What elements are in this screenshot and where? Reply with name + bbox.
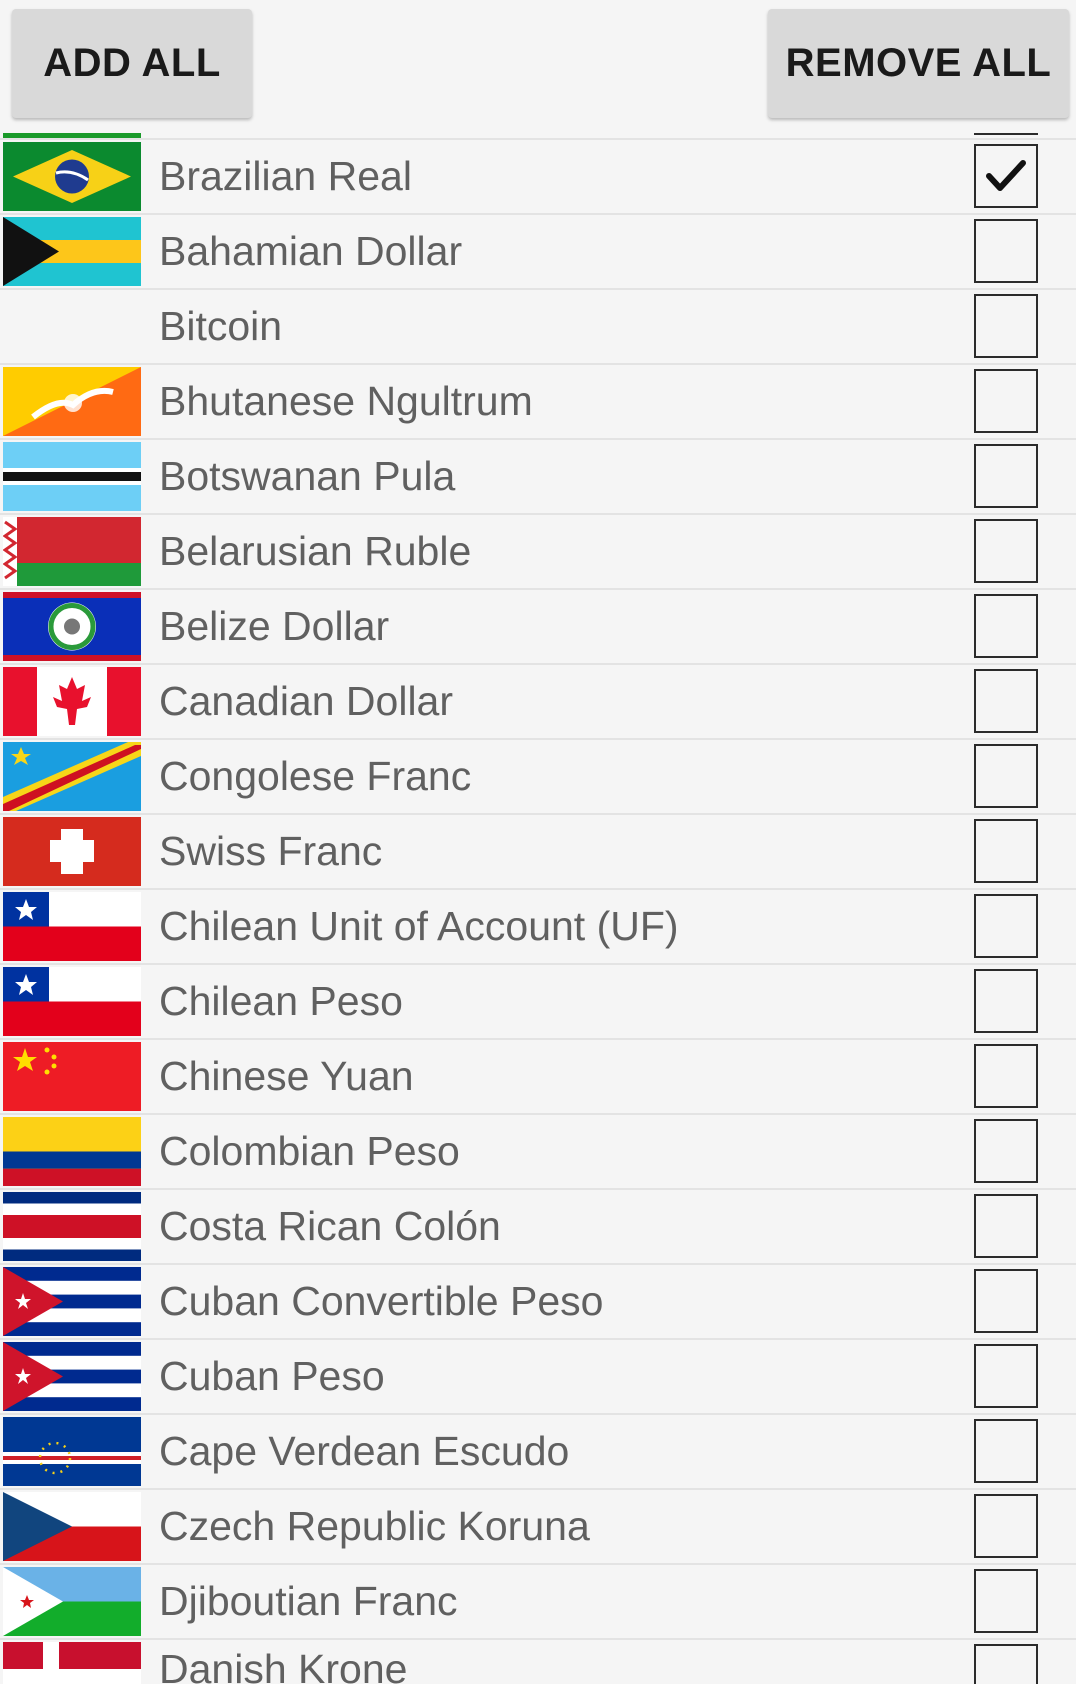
- list-item[interactable]: Canadian Dollar: [0, 663, 1076, 736]
- currency-name: Congolese Franc: [159, 753, 472, 799]
- checkbox[interactable]: [974, 133, 1038, 135]
- currency-name: Belarusian Ruble: [159, 528, 472, 574]
- checkbox[interactable]: [974, 1269, 1038, 1333]
- checkbox[interactable]: [974, 1494, 1038, 1558]
- toolbar: ADD ALL REMOVE ALL: [0, 0, 1076, 138]
- currency-name: Chilean Peso: [159, 978, 403, 1024]
- checkbox[interactable]: [974, 219, 1038, 283]
- list-item[interactable]: Swiss Franc: [0, 813, 1076, 886]
- currency-name: Costa Rican Colón: [159, 1203, 501, 1249]
- checkbox[interactable]: [974, 969, 1038, 1033]
- checkbox[interactable]: [974, 1419, 1038, 1483]
- add-all-button[interactable]: ADD ALL: [12, 9, 252, 118]
- list-item[interactable]: Cape Verdean Escudo: [0, 1413, 1076, 1486]
- flag-icon: [3, 133, 141, 138]
- currency-name: Botswanan Pula: [159, 453, 456, 499]
- list-item[interactable]: Cuban Peso: [0, 1338, 1076, 1411]
- cuba-flag-icon: [3, 1342, 141, 1411]
- belize-flag-icon: [3, 592, 141, 661]
- list-item[interactable]: Chilean Unit of Account (UF): [0, 888, 1076, 961]
- currency-name: Brazilian Real: [159, 153, 412, 199]
- currency-name: Swiss Franc: [159, 828, 383, 874]
- list-item[interactable]: Chilean Peso: [0, 963, 1076, 1036]
- list-item[interactable]: Bitcoin: [0, 288, 1076, 361]
- list-item[interactable]: Bahamian Dollar: [0, 213, 1076, 286]
- congo-flag-icon: [3, 742, 141, 811]
- checkbox[interactable]: [974, 444, 1038, 508]
- list-item[interactable]: Djiboutian Franc: [0, 1563, 1076, 1636]
- canada-flag-icon: [3, 667, 141, 736]
- checkbox[interactable]: [974, 1644, 1038, 1684]
- currency-name: Canadian Dollar: [159, 678, 454, 724]
- currency-name: Czech Republic Koruna: [159, 1503, 590, 1549]
- checkbox[interactable]: [974, 519, 1038, 583]
- switzerland-flag-icon: [3, 817, 141, 886]
- checkbox[interactable]: [974, 1344, 1038, 1408]
- list-item[interactable]: Belize Dollar: [0, 588, 1076, 661]
- currency-name: Belize Dollar: [159, 603, 390, 649]
- list-item[interactable]: Congolese Franc: [0, 738, 1076, 811]
- bahamas-flag-icon: [3, 217, 141, 286]
- checkbox[interactable]: [974, 1569, 1038, 1633]
- checkbox[interactable]: [974, 669, 1038, 733]
- currency-name: Bhutanese Ngultrum: [159, 378, 533, 424]
- belarus-flag-icon: [3, 517, 141, 586]
- checkbox[interactable]: [974, 594, 1038, 658]
- botswana-flag-icon: [3, 442, 141, 511]
- currency-name: Danish Krone: [159, 1646, 408, 1684]
- checkbox[interactable]: [974, 1119, 1038, 1183]
- china-flag-icon: [3, 1042, 141, 1111]
- cape-verde-flag-icon: [3, 1417, 141, 1486]
- brazil-flag-icon: [3, 142, 141, 211]
- list-item[interactable]: Botswanan Pula: [0, 438, 1076, 511]
- list-item[interactable]: Chinese Yuan: [0, 1038, 1076, 1111]
- list-item-partial-top[interactable]: [0, 133, 1076, 138]
- chile-flag-icon: [3, 967, 141, 1036]
- list-item[interactable]: Colombian Peso: [0, 1113, 1076, 1186]
- czech-flag-icon: [3, 1492, 141, 1561]
- list-item[interactable]: Danish Krone: [0, 1638, 1076, 1684]
- checkmark-icon: [986, 160, 1026, 191]
- list-item[interactable]: Cuban Convertible Peso: [0, 1263, 1076, 1336]
- currency-name: Bahamian Dollar: [159, 228, 463, 274]
- checkbox[interactable]: [974, 1044, 1038, 1108]
- currency-name: Colombian Peso: [159, 1128, 460, 1174]
- list-item[interactable]: Costa Rican Colón: [0, 1188, 1076, 1261]
- currency-name: Cuban Convertible Peso: [159, 1278, 604, 1324]
- list-item[interactable]: Bhutanese Ngultrum: [0, 363, 1076, 436]
- currency-name: Chilean Unit of Account (UF): [159, 903, 679, 949]
- checkbox[interactable]: [974, 294, 1038, 358]
- list-item[interactable]: Belarusian Ruble: [0, 513, 1076, 586]
- checkbox[interactable]: [974, 894, 1038, 958]
- bhutan-flag-icon: [3, 367, 141, 436]
- currency-name: Cape Verdean Escudo: [159, 1428, 570, 1474]
- chile-flag-icon: [3, 892, 141, 961]
- list-item[interactable]: Brazilian Real: [0, 138, 1076, 211]
- checkbox[interactable]: [974, 819, 1038, 883]
- checkbox[interactable]: [974, 744, 1038, 808]
- denmark-flag-icon: [3, 1642, 141, 1684]
- djibouti-flag-icon: [3, 1567, 141, 1636]
- currency-name: Cuban Peso: [159, 1353, 385, 1399]
- checkbox[interactable]: [974, 369, 1038, 433]
- remove-all-button[interactable]: REMOVE ALL: [768, 9, 1069, 118]
- currency-name: Chinese Yuan: [159, 1053, 414, 1099]
- costa-rica-flag-icon: [3, 1192, 141, 1261]
- checkbox-checked[interactable]: [974, 144, 1038, 208]
- currency-list[interactable]: Brazilian Real Bahamian Dollar Bitcoin B…: [0, 133, 1076, 1684]
- currency-name: Djiboutian Franc: [159, 1578, 458, 1624]
- cuba-flag-icon: [3, 1267, 141, 1336]
- colombia-flag-icon: [3, 1117, 141, 1186]
- checkbox[interactable]: [974, 1194, 1038, 1258]
- list-item[interactable]: Czech Republic Koruna: [0, 1488, 1076, 1561]
- currency-name: Bitcoin: [159, 303, 283, 349]
